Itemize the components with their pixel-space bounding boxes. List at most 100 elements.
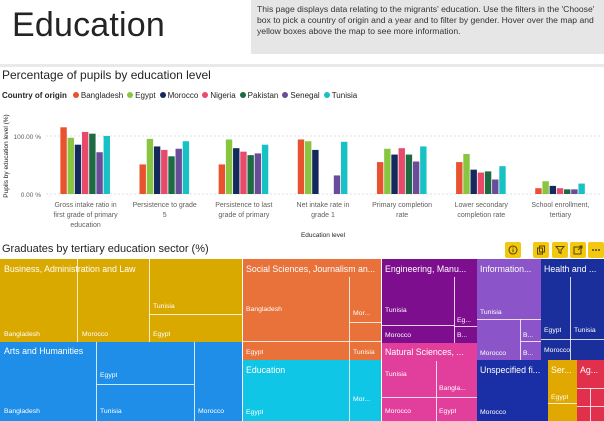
bar <box>297 139 305 194</box>
more-options-icon <box>592 249 600 251</box>
tile-label: Arts and Humanities <box>4 346 84 356</box>
tile-engineering[interactable]: Engineering, Manu... Tunisia Eg... Moroc… <box>382 259 477 343</box>
legend-item[interactable]: Tunisia <box>323 90 358 100</box>
bar <box>571 189 578 194</box>
info-icon <box>508 245 518 255</box>
cell-label: Egypt <box>551 394 569 401</box>
filter-button[interactable] <box>552 242 568 258</box>
more-options-button[interactable] <box>588 242 604 258</box>
bar <box>391 154 398 194</box>
bar <box>578 183 585 194</box>
tile-services[interactable]: Ser... Egypt <box>548 360 577 421</box>
bar <box>470 169 477 194</box>
legend-item[interactable]: Egypt <box>127 91 156 100</box>
cell-label: Morocco <box>385 408 412 415</box>
y-tick-label: 100.00 % <box>14 134 42 141</box>
cell-label: Tunisia <box>574 327 596 334</box>
bar <box>305 141 312 194</box>
cell-label: Morocco <box>544 347 571 354</box>
bar <box>81 131 89 194</box>
bar <box>376 162 384 194</box>
legend-title: Country of origin <box>2 90 67 100</box>
legend-swatch <box>159 92 166 98</box>
cell-label: Mor... <box>353 310 370 317</box>
bar <box>103 136 110 194</box>
legend-swatch <box>202 92 209 98</box>
section-divider <box>0 64 604 67</box>
x-tick-label: Net intake rate in <box>297 202 350 209</box>
legend-item[interactable]: Pakistan <box>239 90 279 100</box>
chart-title: Percentage of pupils by education level <box>2 68 211 82</box>
tile-label: Education <box>246 365 286 375</box>
legend-swatch <box>323 92 330 98</box>
bar <box>182 141 190 194</box>
bar <box>542 181 549 194</box>
filter-icon <box>555 246 565 255</box>
x-tick-label: completion rate <box>457 212 505 219</box>
focus-mode-button[interactable] <box>570 242 586 258</box>
legend-item[interactable]: Morocco <box>159 90 199 100</box>
cell-label: Morocco <box>82 331 109 338</box>
bar <box>233 148 240 194</box>
cell-label: Tunisia <box>480 309 502 316</box>
bar <box>168 156 175 194</box>
cell-label: Tunisia <box>353 349 375 356</box>
tile-education[interactable]: Education Mor... Egypt <box>243 360 381 421</box>
legend-item[interactable]: Bangladesh <box>72 91 123 100</box>
info-icon-button[interactable] <box>505 242 521 258</box>
cell-label: B... <box>457 332 468 339</box>
tile-information[interactable]: Information... Tunisia B... Morocco B... <box>477 259 541 360</box>
bar <box>89 133 96 194</box>
legend-item[interactable]: Nigeria <box>202 91 236 100</box>
x-tick-label: Persistence to grade <box>133 202 197 209</box>
tile-health[interactable]: Health and ... Egypt Tunisia Morocco <box>541 259 604 360</box>
x-tick-label: first grade of primary <box>53 212 118 219</box>
cell-label: Egypt <box>246 409 264 416</box>
chart-legend: Country of origin Bangladesh Egypt Morocco… <box>2 89 361 101</box>
bar <box>535 188 542 194</box>
bar <box>477 172 485 194</box>
legend-swatch <box>72 92 79 98</box>
treemap: Business, Administration and Law Tunisia… <box>0 259 604 421</box>
bar <box>218 164 226 194</box>
tile-label: Unspecified fi... <box>480 365 541 375</box>
tile-business[interactable]: Business, Administration and Law Tunisia… <box>0 259 242 342</box>
tile-natural-sciences[interactable]: Natural Sciences, ... Tunisia Bangla... … <box>382 343 477 421</box>
cell-label: Bangladesh <box>4 331 40 338</box>
tile-agriculture[interactable]: Ag... <box>577 360 604 421</box>
legend-swatch <box>239 92 246 98</box>
x-tick-label: tertiary <box>550 212 572 219</box>
bar <box>240 151 247 194</box>
bar <box>312 149 319 194</box>
bar <box>175 148 182 194</box>
info-box: This page displays data relating to the … <box>251 0 604 54</box>
bar <box>412 161 420 194</box>
x-tick-label: School enrollment, <box>531 202 589 209</box>
bar <box>333 175 341 194</box>
tile-label: Ser... <box>551 365 572 375</box>
bar <box>261 144 269 194</box>
bar <box>405 154 413 194</box>
legend-label: Pakistan <box>247 90 279 100</box>
tile-unspecified[interactable]: Unspecified fi... Morocco <box>477 360 548 421</box>
bar <box>456 162 463 194</box>
expand-icon <box>573 245 583 255</box>
cell-label: Egypt <box>544 327 562 334</box>
tile-social-sciences[interactable]: Social Sciences, Journalism an... Bangla… <box>243 259 381 360</box>
bar <box>384 148 391 194</box>
cell-label: Tunisia <box>385 307 407 314</box>
cell-label: B... <box>523 350 534 357</box>
bar <box>484 171 492 194</box>
legend-item[interactable]: Senegal <box>282 91 320 100</box>
bar <box>341 141 348 194</box>
tile-arts-humanities[interactable]: Arts and Humanities Egypt Bangladesh Tun… <box>0 342 242 421</box>
tile-label: Natural Sciences, ... <box>385 347 464 357</box>
bar <box>549 185 557 194</box>
cell-label: Tunisia <box>100 408 122 415</box>
legend-label: Tunisia <box>331 90 358 100</box>
tile-label: Social Sciences, Journalism an... <box>246 264 376 274</box>
legend-label: Morocco <box>167 90 199 100</box>
bar <box>225 139 233 194</box>
copy-button[interactable] <box>533 242 549 258</box>
bar <box>146 138 154 194</box>
